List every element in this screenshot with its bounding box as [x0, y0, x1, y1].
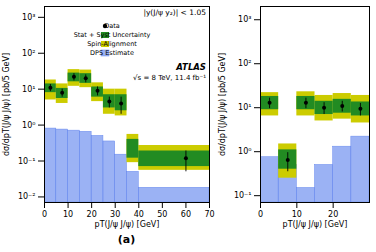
svg-text:Stat + Syst Uncertainty: Stat + Syst Uncertainty [74, 31, 151, 39]
svg-text:ATLAS: ATLAS [175, 62, 206, 72]
svg-text:10: 10 [63, 210, 73, 219]
svg-text:10⁻²: 10⁻² [18, 192, 36, 201]
svg-text:10¹: 10¹ [238, 103, 251, 112]
svg-text:0: 0 [258, 210, 263, 219]
svg-text:|y(J/ψ y₂)| < 1.05: |y(J/ψ y₂)| < 1.05 [143, 8, 206, 17]
svg-text:10²: 10² [238, 59, 251, 68]
svg-text:DPS Estimate: DPS Estimate [90, 49, 134, 57]
svg-text:10⁻¹: 10⁻¹ [18, 157, 36, 166]
svg-text:30: 30 [110, 210, 120, 219]
svg-text:10²: 10² [22, 49, 35, 58]
svg-text:10³: 10³ [238, 15, 251, 24]
svg-text:60: 60 [181, 210, 191, 219]
svg-text:pT(J/ψ J/ψ) [GeV]: pT(J/ψ J/ψ) [GeV] [283, 220, 348, 229]
svg-text:pT(J/ψ J/ψ) [GeV]: pT(J/ψ J/ψ) [GeV] [95, 220, 160, 229]
svg-text:20: 20 [87, 210, 97, 219]
svg-text:0: 0 [42, 210, 47, 219]
svg-text:Spin-Alignment: Spin-Alignment [87, 40, 137, 48]
html-text:(a): (a) [117, 233, 136, 246]
svg-text:10⁻¹: 10⁻¹ [234, 191, 252, 200]
svg-text:40: 40 [134, 210, 144, 219]
svg-text:20: 20 [328, 210, 338, 219]
svg-text:Data: Data [104, 22, 120, 30]
svg-text:dσ/dpT(J/ψ J/ψ) [pb/5 GeV]: dσ/dpT(J/ψ J/ψ) [pb/5 GeV] [2, 53, 11, 156]
svg-text:dσ/dpT(J/ψ J/ψ) [pb/5 GeV]: dσ/dpT(J/ψ J/ψ) [pb/5 GeV] [218, 53, 227, 156]
svg-text:10³: 10³ [22, 13, 35, 22]
svg-text:10: 10 [292, 210, 302, 219]
svg-text:10⁰: 10⁰ [22, 121, 35, 130]
svg-text:10⁰: 10⁰ [238, 147, 251, 156]
svg-text:50: 50 [157, 210, 167, 219]
svg-text:70: 70 [204, 210, 214, 219]
svg-text:√s = 8 TeV, 11.4 fb⁻¹: √s = 8 TeV, 11.4 fb⁻¹ [133, 74, 206, 82]
svg-text:10¹: 10¹ [22, 85, 35, 94]
